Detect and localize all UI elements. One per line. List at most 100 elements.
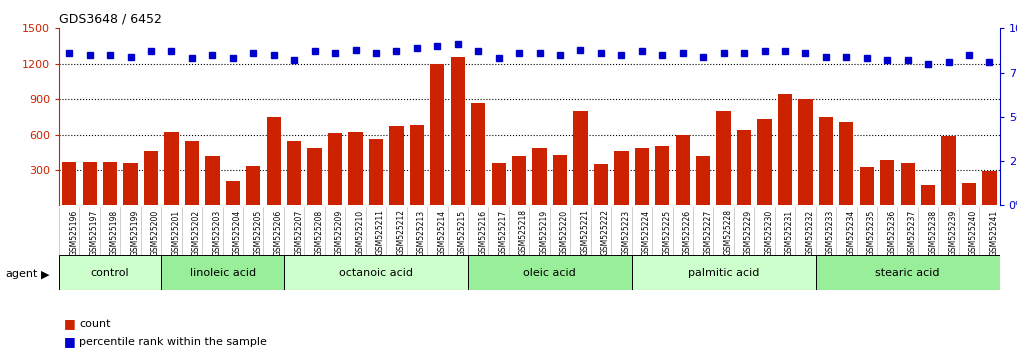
Text: GSM525234: GSM525234 bbox=[846, 210, 855, 256]
Bar bbox=[307, 148, 321, 205]
Text: palmitic acid: palmitic acid bbox=[687, 268, 760, 278]
Text: octanoic acid: octanoic acid bbox=[339, 268, 413, 278]
Bar bbox=[635, 148, 649, 205]
Bar bbox=[716, 111, 731, 205]
Bar bbox=[942, 136, 956, 205]
Text: GSM525223: GSM525223 bbox=[621, 210, 631, 256]
Bar bbox=[574, 111, 588, 205]
Text: GSM525215: GSM525215 bbox=[458, 210, 467, 256]
Bar bbox=[103, 162, 117, 205]
Text: GSM525231: GSM525231 bbox=[785, 210, 794, 256]
Bar bbox=[284, 255, 468, 290]
Text: GSM525241: GSM525241 bbox=[990, 210, 999, 256]
Text: GSM525229: GSM525229 bbox=[744, 210, 753, 256]
Bar bbox=[798, 99, 813, 205]
Text: GSM525197: GSM525197 bbox=[89, 210, 99, 256]
Text: GSM525209: GSM525209 bbox=[335, 210, 344, 256]
Text: GSM525225: GSM525225 bbox=[662, 210, 671, 256]
Text: GSM525233: GSM525233 bbox=[826, 210, 835, 256]
Text: GSM525228: GSM525228 bbox=[724, 210, 732, 256]
Bar bbox=[737, 130, 752, 205]
Text: stearic acid: stearic acid bbox=[876, 268, 940, 278]
Bar bbox=[900, 163, 915, 205]
Text: GSM525236: GSM525236 bbox=[887, 210, 896, 256]
Text: GSM525196: GSM525196 bbox=[69, 210, 78, 256]
Bar bbox=[512, 156, 526, 205]
Text: percentile rank within the sample: percentile rank within the sample bbox=[79, 337, 267, 347]
Text: GSM525232: GSM525232 bbox=[805, 210, 815, 256]
Bar bbox=[819, 117, 833, 205]
Text: ■: ■ bbox=[64, 335, 76, 348]
Bar bbox=[390, 126, 404, 205]
Text: linoleic acid: linoleic acid bbox=[189, 268, 255, 278]
Text: GDS3648 / 6452: GDS3648 / 6452 bbox=[59, 12, 162, 25]
Bar bbox=[880, 160, 894, 205]
Bar bbox=[62, 162, 76, 205]
Text: GSM525211: GSM525211 bbox=[376, 210, 385, 256]
Bar bbox=[675, 135, 690, 205]
Text: count: count bbox=[79, 319, 111, 329]
Bar bbox=[859, 167, 874, 205]
Text: GSM525216: GSM525216 bbox=[478, 210, 487, 256]
Bar bbox=[410, 125, 424, 205]
Text: GSM525220: GSM525220 bbox=[560, 210, 570, 256]
Bar bbox=[921, 185, 936, 205]
Bar bbox=[162, 255, 284, 290]
Bar bbox=[778, 95, 792, 205]
Text: GSM525237: GSM525237 bbox=[908, 210, 916, 256]
Text: GSM525238: GSM525238 bbox=[929, 210, 937, 256]
Text: GSM525226: GSM525226 bbox=[682, 210, 692, 256]
Text: GSM525217: GSM525217 bbox=[498, 210, 507, 256]
Text: control: control bbox=[91, 268, 129, 278]
Text: GSM525203: GSM525203 bbox=[213, 210, 222, 256]
Text: GSM525199: GSM525199 bbox=[130, 210, 139, 256]
Text: GSM525198: GSM525198 bbox=[110, 210, 119, 256]
Bar bbox=[266, 117, 281, 205]
Bar bbox=[816, 255, 1000, 290]
Text: GSM525206: GSM525206 bbox=[274, 210, 283, 256]
Bar bbox=[82, 162, 97, 205]
Text: GSM525218: GSM525218 bbox=[519, 210, 528, 256]
Bar bbox=[962, 183, 976, 205]
Bar bbox=[614, 151, 629, 205]
Bar bbox=[839, 121, 853, 205]
Bar bbox=[185, 141, 199, 205]
Bar bbox=[758, 119, 772, 205]
Text: GSM525207: GSM525207 bbox=[294, 210, 303, 256]
Bar bbox=[287, 141, 301, 205]
Text: GSM525219: GSM525219 bbox=[540, 210, 548, 256]
Bar bbox=[533, 148, 547, 205]
Bar bbox=[205, 156, 220, 205]
Bar bbox=[123, 164, 137, 205]
Text: GSM525213: GSM525213 bbox=[417, 210, 426, 256]
Text: GSM525235: GSM525235 bbox=[866, 210, 876, 256]
Bar bbox=[471, 103, 485, 205]
Text: GSM525230: GSM525230 bbox=[765, 210, 774, 256]
Text: ▶: ▶ bbox=[41, 269, 49, 279]
Bar bbox=[143, 151, 159, 205]
Text: oleic acid: oleic acid bbox=[524, 268, 577, 278]
Bar bbox=[982, 171, 997, 205]
Text: GSM525224: GSM525224 bbox=[642, 210, 651, 256]
Bar bbox=[468, 255, 632, 290]
Text: GSM525201: GSM525201 bbox=[172, 210, 180, 256]
Bar bbox=[594, 164, 608, 205]
Bar bbox=[165, 132, 179, 205]
Text: GSM525208: GSM525208 bbox=[314, 210, 323, 256]
Bar bbox=[553, 155, 567, 205]
Text: GSM525221: GSM525221 bbox=[581, 210, 590, 256]
Text: GSM525222: GSM525222 bbox=[601, 210, 610, 256]
Text: GSM525227: GSM525227 bbox=[703, 210, 712, 256]
Text: GSM525214: GSM525214 bbox=[437, 210, 446, 256]
Bar bbox=[59, 255, 162, 290]
Text: GSM525212: GSM525212 bbox=[397, 210, 406, 256]
Text: GSM525204: GSM525204 bbox=[233, 210, 242, 256]
Text: agent: agent bbox=[5, 269, 38, 279]
Bar bbox=[369, 139, 383, 205]
Text: GSM525210: GSM525210 bbox=[356, 210, 364, 256]
Bar bbox=[430, 64, 444, 205]
Bar bbox=[226, 181, 240, 205]
Text: GSM525205: GSM525205 bbox=[253, 210, 262, 256]
Text: GSM525200: GSM525200 bbox=[151, 210, 160, 256]
Text: ■: ■ bbox=[64, 318, 76, 330]
